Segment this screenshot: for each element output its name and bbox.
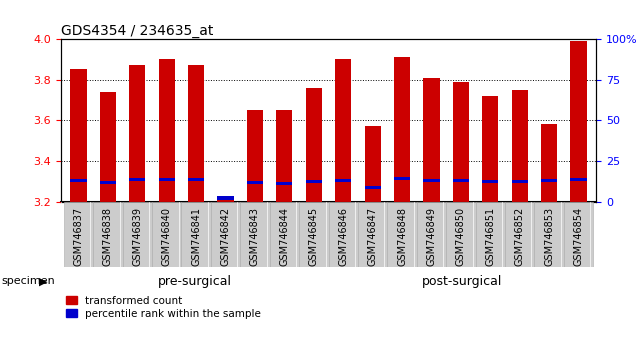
Bar <box>512 90 528 202</box>
Bar <box>512 179 528 183</box>
Legend: transformed count, percentile rank within the sample: transformed count, percentile rank withi… <box>66 296 261 319</box>
Bar <box>71 178 87 182</box>
Bar <box>423 178 440 182</box>
Bar <box>306 88 322 202</box>
Bar <box>188 65 204 202</box>
Text: GSM746851: GSM746851 <box>485 207 495 266</box>
Bar <box>541 178 557 182</box>
Text: GSM746845: GSM746845 <box>309 207 319 266</box>
Text: specimen: specimen <box>1 276 55 286</box>
Bar <box>387 202 417 267</box>
Text: GSM746849: GSM746849 <box>426 207 437 266</box>
Bar <box>181 202 211 267</box>
Bar <box>335 178 351 182</box>
Bar <box>394 57 410 202</box>
Text: GSM746840: GSM746840 <box>162 207 172 266</box>
Text: GSM746838: GSM746838 <box>103 207 113 266</box>
Bar <box>365 186 381 189</box>
Bar <box>358 202 387 267</box>
Text: pre-surgical: pre-surgical <box>158 275 231 288</box>
Bar <box>476 202 505 267</box>
Bar <box>446 202 476 267</box>
Bar <box>505 202 535 267</box>
Text: post-surgical: post-surgical <box>422 275 503 288</box>
Bar <box>417 202 446 267</box>
Bar <box>122 202 152 267</box>
Bar <box>482 179 498 183</box>
Bar <box>453 82 469 202</box>
Bar <box>394 177 410 180</box>
Text: GSM746852: GSM746852 <box>515 207 525 266</box>
Bar <box>129 178 146 181</box>
Bar <box>217 200 234 202</box>
Bar <box>276 110 292 202</box>
Text: ▶: ▶ <box>39 276 48 286</box>
Bar <box>564 202 593 267</box>
Text: GSM746843: GSM746843 <box>250 207 260 266</box>
Bar <box>247 181 263 184</box>
Bar <box>541 124 557 202</box>
Bar <box>93 202 122 267</box>
Bar <box>570 178 587 181</box>
Bar <box>217 196 234 200</box>
Bar <box>365 126 381 202</box>
Text: GSM746837: GSM746837 <box>74 207 83 266</box>
Bar <box>159 59 175 202</box>
Text: GSM746853: GSM746853 <box>544 207 554 266</box>
Bar <box>328 202 358 267</box>
Bar <box>100 92 116 202</box>
Bar <box>335 59 351 202</box>
Bar <box>152 202 181 267</box>
Bar <box>159 178 175 181</box>
Bar <box>570 41 587 202</box>
Text: GSM746839: GSM746839 <box>132 207 142 266</box>
Bar <box>188 178 204 181</box>
Text: GSM746847: GSM746847 <box>368 207 378 266</box>
Text: GSM746848: GSM746848 <box>397 207 407 266</box>
Bar <box>100 181 116 184</box>
Bar <box>64 202 93 267</box>
Bar <box>240 202 270 267</box>
Text: GSM746846: GSM746846 <box>338 207 348 266</box>
Bar <box>129 65 146 202</box>
Bar <box>306 179 322 183</box>
Text: GDS4354 / 234635_at: GDS4354 / 234635_at <box>61 24 213 38</box>
Bar <box>211 202 240 267</box>
Text: GSM746850: GSM746850 <box>456 207 466 266</box>
Bar <box>270 202 299 267</box>
Text: GSM746842: GSM746842 <box>221 207 231 266</box>
Bar <box>299 202 328 267</box>
Bar <box>453 178 469 182</box>
Bar <box>482 96 498 202</box>
Text: GSM746844: GSM746844 <box>279 207 289 266</box>
Bar <box>247 110 263 202</box>
Bar <box>535 202 564 267</box>
Text: GSM746854: GSM746854 <box>574 207 583 266</box>
Bar <box>423 78 440 202</box>
Bar <box>276 182 292 185</box>
Bar <box>71 69 87 202</box>
Text: GSM746841: GSM746841 <box>191 207 201 266</box>
